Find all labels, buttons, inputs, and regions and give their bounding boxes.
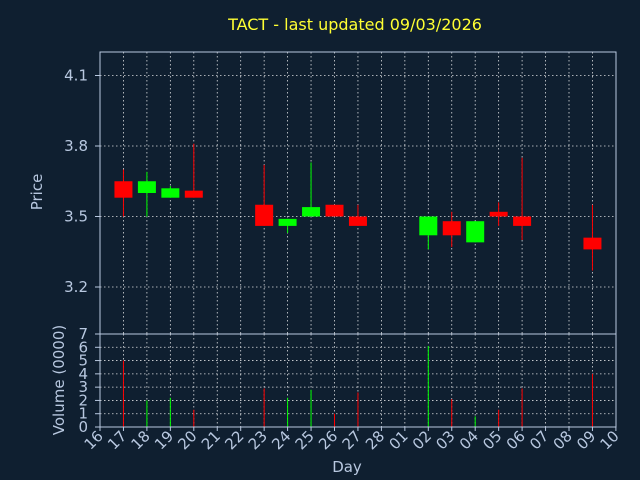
volume-tick-label: 5	[78, 352, 88, 370]
volume-tick-label: 6	[78, 338, 88, 356]
price-candles	[114, 143, 602, 271]
volume-tick-label: 1	[78, 405, 88, 423]
candle-body	[278, 218, 297, 226]
x-tick-label: 26	[315, 427, 341, 453]
chart-title: TACT - last updated 09/03/2026	[227, 15, 482, 34]
x-tick-label: 17	[104, 427, 130, 453]
volume-tick-label: 7	[78, 325, 88, 343]
candle-body	[114, 181, 133, 198]
x-tick-label: 04	[456, 427, 482, 453]
price-panel: 3.2 3.5 3.8 4.1 Price	[28, 51, 617, 335]
candle-body	[137, 181, 156, 193]
price-tick-label: 3.8	[64, 137, 88, 155]
x-tick-label: 28	[362, 427, 388, 453]
x-tick-label: 27	[339, 427, 365, 453]
price-y-ticks: 3.2 3.5 3.8 4.1	[64, 67, 100, 296]
x-tick-label: 19	[151, 427, 177, 453]
candle-body	[184, 190, 203, 198]
volume-tick-label: 3	[78, 378, 88, 396]
x-tick-label: 09	[573, 427, 599, 453]
x-tick-label: 08	[550, 427, 576, 453]
candle-body	[325, 204, 344, 217]
x-tick-label: 24	[268, 427, 294, 453]
candle-body	[442, 221, 461, 236]
volume-bars	[122, 345, 593, 427]
candle-body	[466, 221, 485, 243]
x-tick-label: 02	[409, 427, 435, 453]
x-tick-label: 23	[245, 427, 271, 453]
candle-body	[513, 216, 532, 226]
x-tick-label: 21	[198, 427, 224, 453]
x-tick-label: 10	[596, 427, 622, 453]
candle-body	[583, 237, 602, 250]
volume-tick-label: 4	[78, 365, 88, 383]
x-tick-label: 06	[503, 427, 529, 453]
x-axis-label: Day	[332, 458, 362, 476]
candle-body	[161, 188, 180, 198]
x-tick-label: 03	[432, 427, 458, 453]
candle-body	[302, 207, 321, 217]
price-tick-label: 3.5	[64, 208, 88, 226]
x-tick-label: 01	[385, 427, 411, 453]
x-ticks: 1617181920212223242526272801020304050607…	[81, 427, 623, 453]
candle-body	[348, 216, 367, 226]
x-tick-label: 22	[221, 427, 247, 453]
x-tick-label: 25	[292, 427, 318, 453]
price-tick-label: 4.1	[64, 67, 88, 85]
candle-body	[255, 204, 274, 226]
x-tick-label: 20	[174, 427, 200, 453]
price-axis-label: Price	[28, 174, 46, 211]
volume-tick-label: 2	[78, 391, 88, 409]
x-tick-label: 07	[526, 427, 552, 453]
volume-tick-label: 0	[78, 418, 88, 436]
volume-plot-frame	[99, 333, 617, 428]
candle-body	[489, 211, 508, 217]
price-tick-label: 3.2	[64, 278, 88, 296]
x-tick-label: 05	[479, 427, 505, 453]
x-tick-label: 18	[127, 427, 153, 453]
volume-axis-label: Volume (0000)	[50, 325, 68, 435]
candle-body	[419, 216, 438, 236]
